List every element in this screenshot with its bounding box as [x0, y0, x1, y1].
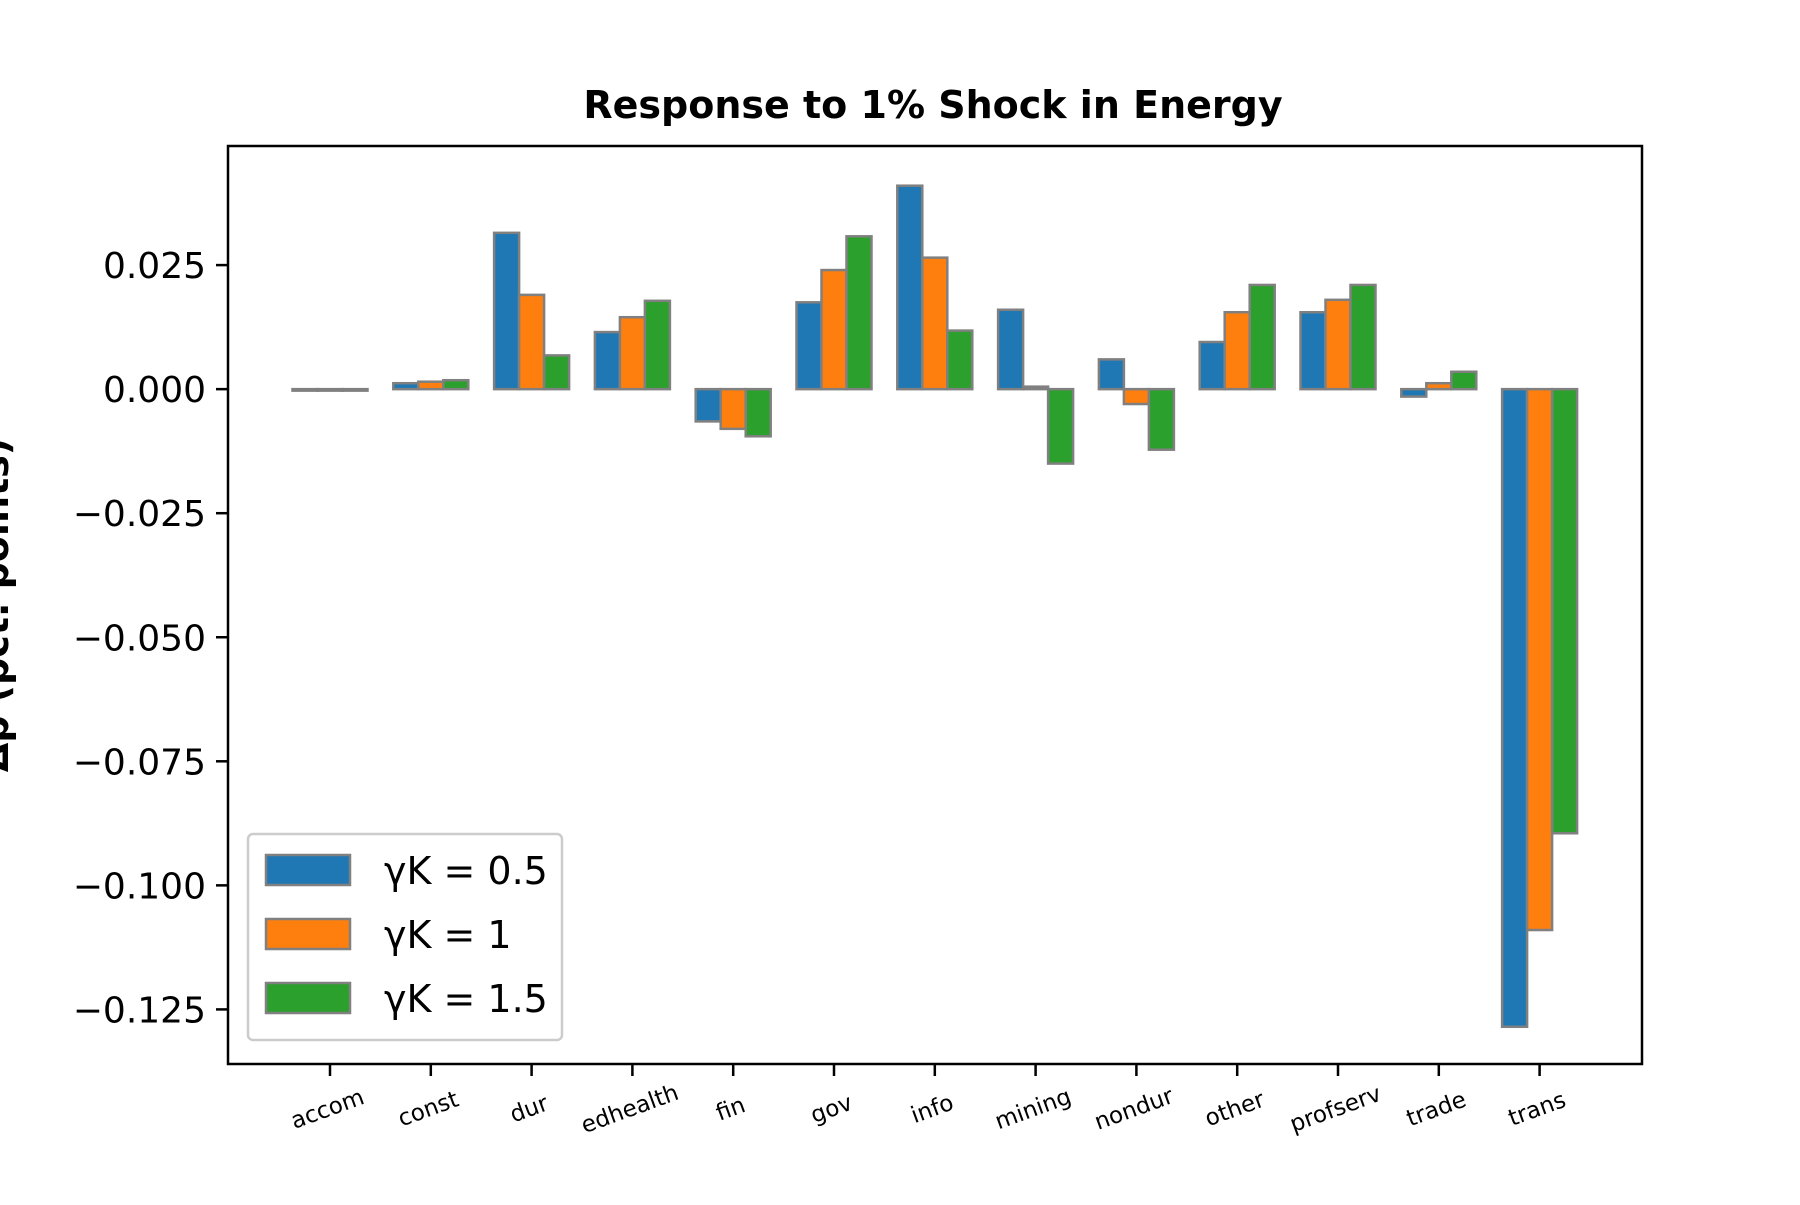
bar-mining-series-1 [996, 308, 1025, 391]
bar-fin-series-1 [694, 387, 722, 423]
x-axis: accom const dur edhealth fin gov info mining non… [288, 1064, 1569, 1139]
bar-dur-series-1 [492, 231, 521, 391]
bar-const-series-2 [417, 380, 445, 391]
y-tick-label: 0.000 [103, 370, 206, 411]
bar-trade-series-2 [1425, 381, 1453, 391]
x-tick-label-profserv: profserv [1287, 1081, 1385, 1138]
y-axis-label: Δp (pct. points) [0, 438, 17, 772]
bar-edhealth-series-2 [618, 315, 647, 391]
legend-label-1: γK = 0.5 [384, 849, 548, 893]
y-tick-label: −0.075 [73, 742, 206, 783]
y-tick-label: −0.050 [73, 618, 206, 659]
x-tick-label-nondur: nondur [1091, 1083, 1177, 1136]
bar-nondur-series-1 [1097, 358, 1126, 391]
bar-const-series-1 [392, 381, 420, 391]
bar-info-series-2 [921, 256, 949, 391]
bar-trans-series-1 [1500, 387, 1529, 1029]
bar-other-series-3 [1248, 283, 1276, 391]
x-tick-label-info: info [908, 1090, 957, 1129]
bar-profserv-series-3 [1349, 283, 1377, 391]
bar-fin-series-3 [744, 387, 772, 438]
y-tick-label: −0.125 [73, 990, 206, 1031]
legend-swatch-1 [264, 853, 352, 887]
bar-dur-series-2 [517, 293, 546, 391]
bar-trade-series-1 [1400, 387, 1428, 398]
x-tick-label-trade: trade [1403, 1087, 1470, 1132]
bar-accom-series-1 [291, 387, 319, 392]
x-tick-label-dur: dur [507, 1090, 553, 1128]
bar-edhealth-series-1 [593, 330, 622, 391]
chart-title: Response to 1% Shock in Energy [583, 83, 1282, 127]
bar-info-series-3 [946, 329, 974, 391]
x-tick-label-mining: mining [992, 1084, 1075, 1135]
bar-gov-series-3 [845, 235, 873, 391]
bar-profserv-series-1 [1299, 310, 1327, 391]
x-tick-label-trans: trans [1505, 1087, 1569, 1132]
bar-info-series-1 [896, 184, 924, 391]
x-tick-label-fin: fin [713, 1092, 749, 1126]
legend-label-3: γK = 1.5 [384, 977, 548, 1021]
x-tick-label-edhealth: edhealth [578, 1080, 682, 1139]
bar-mining-series-2 [1021, 385, 1050, 391]
bar-nondur-series-3 [1147, 387, 1176, 451]
legend-label-2: γK = 1 [384, 913, 512, 957]
bars-layer [291, 184, 1579, 1029]
x-tick-label-accom: accom [288, 1084, 368, 1134]
bar-other-series-2 [1223, 310, 1251, 391]
x-tick-label-gov: gov [807, 1090, 856, 1129]
bar-trans-series-3 [1550, 387, 1579, 835]
legend-swatch-2 [264, 917, 352, 951]
bar-trade-series-3 [1450, 370, 1478, 391]
bar-gov-series-1 [795, 301, 823, 391]
bar-accom-series-3 [341, 387, 369, 392]
legend: γK = 0.5 γK = 1 γK = 1.5 [246, 832, 564, 1042]
bar-mining-series-3 [1046, 387, 1075, 465]
bar-const-series-3 [442, 378, 470, 391]
y-tick-label: −0.025 [73, 494, 206, 535]
bar-trans-series-2 [1525, 387, 1554, 932]
bar-accom-series-2 [316, 387, 344, 392]
bar-dur-series-3 [542, 354, 571, 391]
bar-profserv-series-2 [1324, 298, 1352, 391]
x-tick-label-other: other [1202, 1087, 1269, 1133]
x-tick-label-const: const [395, 1087, 462, 1133]
bar-edhealth-series-3 [643, 299, 672, 391]
y-axis: 0.025 0.000 −0.025 −0.050 −0.075 −0.100 −0.125 [73, 246, 228, 1031]
bar-nondur-series-2 [1122, 387, 1151, 406]
y-tick-label: −0.100 [73, 866, 206, 907]
bar-other-series-1 [1198, 340, 1226, 391]
bar-gov-series-2 [820, 268, 848, 391]
y-tick-label: 0.025 [103, 246, 206, 287]
bar-fin-series-2 [719, 387, 747, 431]
legend-swatch-3 [264, 981, 352, 1015]
